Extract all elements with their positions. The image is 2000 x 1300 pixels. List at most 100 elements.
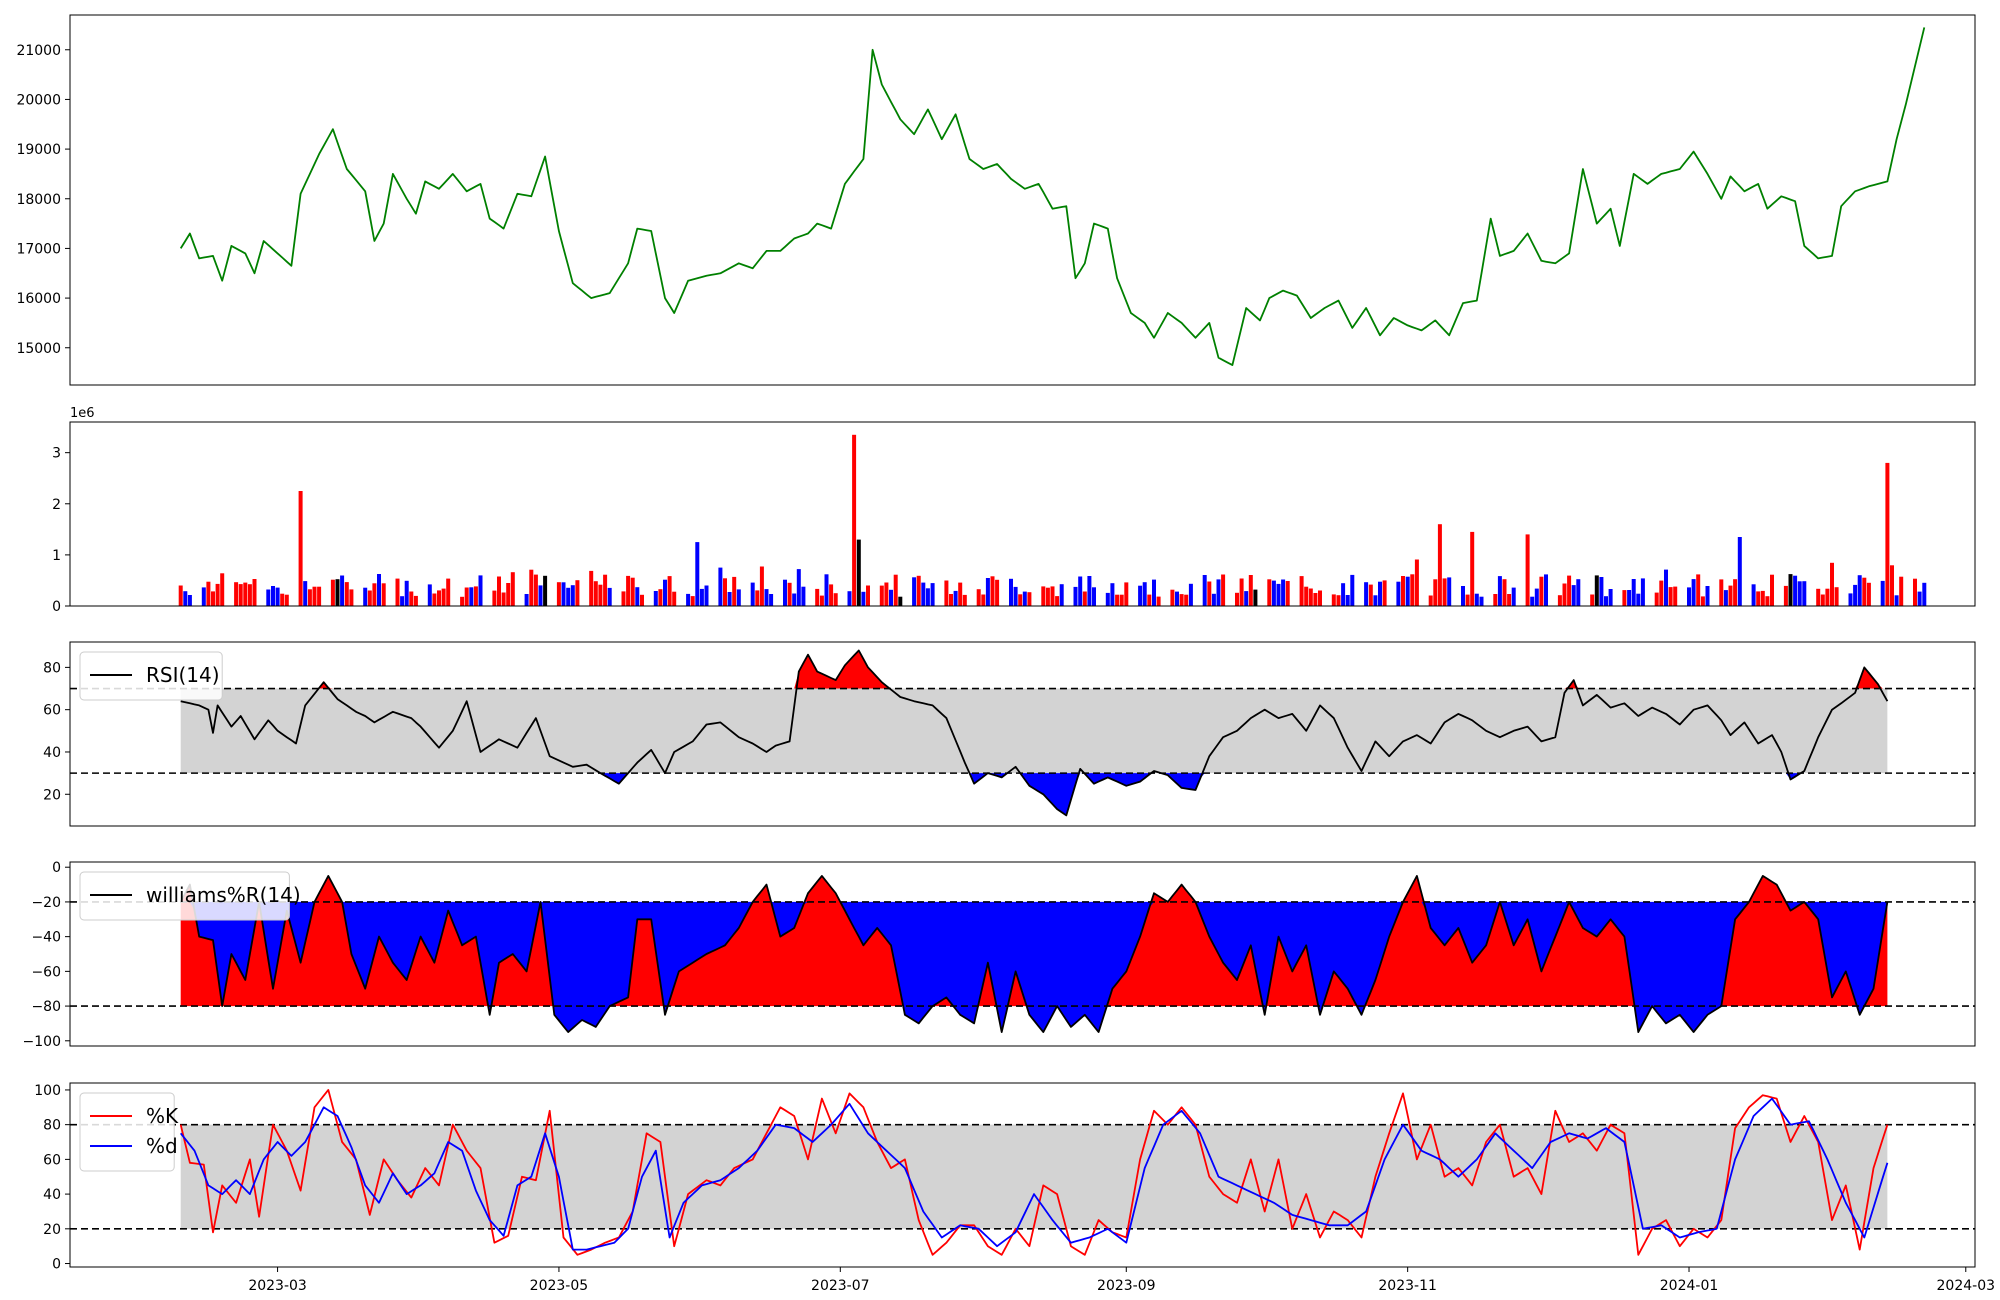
- volume-bar: [1922, 582, 1927, 606]
- volume-bar: [510, 572, 515, 606]
- volume-bar: [1687, 587, 1691, 606]
- volume-bar: [589, 570, 594, 606]
- volume-bar: [1364, 582, 1369, 606]
- volume-bar: [460, 596, 465, 606]
- volume-bar: [1267, 579, 1272, 606]
- volume-bar: [1078, 576, 1083, 606]
- volume-bar: [1728, 585, 1733, 606]
- volume-bar: [1567, 575, 1572, 606]
- volume-bar: [446, 578, 451, 606]
- x-tick-label: 2023-09: [1097, 1278, 1156, 1294]
- volume-bar: [889, 589, 893, 606]
- volume-bar: [847, 591, 852, 606]
- volume-ytick-label: 2: [52, 497, 61, 513]
- williams-ytick-label: −100: [23, 1034, 61, 1050]
- volume-bar: [1396, 581, 1401, 606]
- volume-bar: [1253, 589, 1258, 606]
- volume-bar: [312, 586, 317, 606]
- volume-bar: [330, 579, 335, 606]
- price-ytick-label: 18000: [16, 192, 61, 208]
- volume-bar: [529, 569, 534, 606]
- volume-bar: [1474, 593, 1479, 606]
- volume-bar: [1544, 574, 1548, 606]
- volume-bar: [1502, 579, 1507, 606]
- volume-bar: [566, 587, 571, 606]
- volume-bar: [1737, 537, 1742, 606]
- volume-bar: [764, 589, 769, 606]
- volume-bar: [1562, 583, 1567, 606]
- volume-bar: [783, 579, 787, 606]
- volume-bar: [1599, 577, 1604, 606]
- volume-bar: [801, 586, 806, 606]
- stochastic-legend-label: %d: [146, 1134, 178, 1158]
- volume-bar: [792, 593, 797, 606]
- volume-bar: [1119, 594, 1124, 606]
- volume-bar: [1530, 596, 1535, 606]
- stochastic-ytick-label: 40: [43, 1187, 61, 1203]
- williams-legend-box: [79, 871, 290, 921]
- volume-bar: [1368, 584, 1373, 606]
- volume-bar: [1216, 579, 1221, 606]
- volume-bar: [985, 578, 990, 606]
- volume-bar: [787, 582, 792, 606]
- volume-bar: [575, 580, 580, 606]
- volume-bar: [340, 575, 345, 606]
- volume-bar: [1410, 574, 1415, 606]
- volume-bar: [1816, 588, 1821, 606]
- price-ytick-label: 20000: [16, 92, 61, 108]
- volume-bar: [958, 582, 963, 606]
- price-ytick-label: 19000: [16, 142, 61, 158]
- volume-bar: [1820, 594, 1825, 606]
- volume-bar: [492, 590, 497, 606]
- volume-bar: [1631, 579, 1636, 606]
- volume-bar: [750, 582, 755, 606]
- volume-bar: [413, 595, 418, 606]
- volume-bar: [1378, 581, 1382, 606]
- volume-bar: [266, 589, 271, 606]
- volume-bar: [1848, 593, 1853, 606]
- volume-bar: [815, 588, 820, 606]
- williams-line: [179, 875, 1889, 1033]
- volume-bar: [1414, 559, 1419, 606]
- williams-frame: [69, 861, 1976, 1047]
- volume-bar: [1664, 569, 1668, 606]
- volume-bar: [1917, 591, 1922, 606]
- volume-bar: [1285, 581, 1290, 606]
- volume-bar: [976, 589, 981, 606]
- volume-bar: [1318, 590, 1322, 606]
- volume-ytick-label: 1: [52, 548, 61, 564]
- volume-bar: [372, 583, 377, 606]
- volume-bar: [1059, 584, 1064, 606]
- volume-bar: [1271, 580, 1276, 606]
- volume-bar: [658, 589, 663, 606]
- volume-bar: [1673, 586, 1678, 606]
- volume-bar: [949, 594, 953, 606]
- volume-bar: [672, 591, 677, 606]
- volume-bar: [247, 584, 252, 606]
- volume-bar: [990, 576, 995, 606]
- volume-bar: [593, 581, 598, 606]
- x-tick-label: 2024-01: [1660, 1278, 1719, 1294]
- rsi-panel: 20 40 60 80 RSI(14): [43, 641, 1976, 827]
- volume-bar: [1211, 593, 1216, 606]
- volume-bar: [363, 587, 368, 606]
- volume-bar: [1188, 583, 1193, 606]
- volume-bar: [570, 585, 575, 606]
- williams-legend-label: williams%R(14): [146, 883, 301, 907]
- volume-bar: [464, 587, 469, 606]
- volume-bar: [1479, 596, 1484, 606]
- stochastic-ytick-label: 60: [43, 1152, 61, 1168]
- x-tick-label: 2023-07: [811, 1278, 870, 1294]
- volume-bar: [271, 586, 275, 606]
- volume-bar: [238, 584, 243, 606]
- volume-bar: [400, 596, 405, 606]
- stochastic-ytick-label: 100: [34, 1083, 61, 1099]
- rsi-band: [180, 688, 1888, 774]
- price-ytick-label: 15000: [16, 341, 61, 357]
- rsi-oversold-fill: [180, 773, 1888, 816]
- volume-bar: [723, 578, 727, 606]
- volume-bar: [630, 577, 635, 606]
- volume-bar: [1627, 590, 1632, 606]
- stochastic-frame: [69, 1082, 1976, 1268]
- volume-bar: [533, 574, 538, 606]
